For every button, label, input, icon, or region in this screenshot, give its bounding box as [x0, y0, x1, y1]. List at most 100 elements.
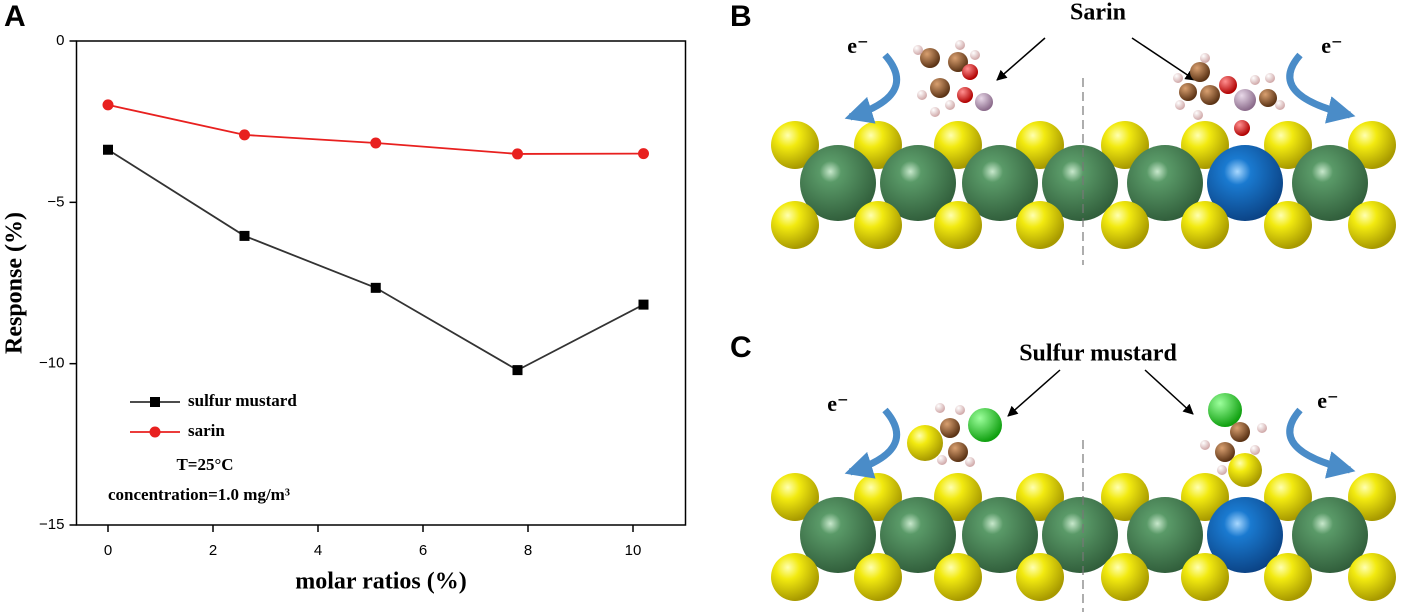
- legend-marker: [150, 397, 160, 407]
- plot-frame: [75, 40, 687, 526]
- chart-a: A 0 2 4 6 8 10 0 −5 −10 −15 molar ratios (%) Respons…: [2, 0, 687, 595]
- electron-arrow: [1286, 407, 1356, 479]
- pointer-arrow: [1131, 37, 1196, 81]
- x-tick-label: 10: [625, 542, 642, 559]
- atom: [945, 100, 955, 110]
- atom: [1207, 145, 1283, 221]
- atom: [800, 497, 876, 573]
- atom: [1292, 497, 1368, 573]
- atom: [1208, 393, 1242, 427]
- atom: [975, 93, 993, 111]
- atom: [948, 52, 968, 72]
- annotation: T=25°C: [176, 455, 233, 474]
- diagrams: B Sarin e⁻ e⁻ C Sulfur mustard e⁻ e⁻: [730, 0, 1396, 612]
- atom: [970, 50, 980, 60]
- atom: [1101, 121, 1149, 169]
- atom: [1348, 201, 1396, 249]
- atom: [1228, 453, 1262, 487]
- pointer-arrow: [1144, 369, 1194, 415]
- atom: [968, 408, 1002, 442]
- atom: [920, 48, 940, 68]
- atom: [1042, 145, 1118, 221]
- atom: [937, 455, 947, 465]
- atom: [962, 64, 978, 80]
- marker: [370, 137, 382, 149]
- atom: [1264, 473, 1312, 521]
- atom: [771, 473, 819, 521]
- atom: [1264, 553, 1312, 601]
- atom: [771, 201, 819, 249]
- atom: [1175, 100, 1185, 110]
- x-tick-label: 0: [104, 542, 112, 559]
- x-tick-label: 6: [419, 542, 427, 559]
- atom: [1348, 121, 1396, 169]
- legend-marker: [149, 426, 161, 438]
- atom: [1179, 83, 1197, 101]
- x-axis-label: molar ratios (%): [295, 569, 467, 595]
- atom: [1264, 121, 1312, 169]
- atom: [1016, 121, 1064, 169]
- atom: [1181, 201, 1229, 249]
- atom: [955, 405, 965, 415]
- panel-label: B: [730, 0, 752, 33]
- diagram-title: Sulfur mustard: [1019, 341, 1177, 367]
- atom: [934, 553, 982, 601]
- atom: [1101, 473, 1149, 521]
- atom: [800, 145, 876, 221]
- atom: [1181, 473, 1229, 521]
- marker: [239, 230, 250, 241]
- series-line: [107, 148, 644, 372]
- atom: [1127, 497, 1203, 573]
- atom: [1181, 553, 1229, 601]
- y-tick-label: −5: [47, 193, 64, 210]
- atom: [854, 121, 902, 169]
- y-tick-label: −10: [39, 355, 64, 372]
- atom: [935, 403, 945, 413]
- atom: [1257, 423, 1267, 433]
- atom: [1200, 85, 1220, 105]
- atom: [1265, 73, 1275, 83]
- marker: [239, 129, 250, 141]
- x-tick-label: 4: [314, 542, 322, 559]
- atom: [880, 497, 956, 573]
- panel-label: C: [730, 331, 752, 364]
- atom: [1042, 497, 1118, 573]
- atom: [934, 473, 982, 521]
- atom: [1190, 62, 1210, 82]
- atom: [1250, 445, 1260, 455]
- atom: [940, 418, 960, 438]
- marker: [512, 365, 523, 376]
- electron-arrow: [1286, 52, 1356, 124]
- atom: [948, 442, 968, 462]
- atom: [1215, 442, 1235, 462]
- atom: [1217, 465, 1227, 475]
- atom: [1234, 120, 1250, 136]
- electron-arrow: [844, 407, 901, 479]
- pointer-arrow: [996, 37, 1046, 81]
- electron-label: e⁻: [1321, 33, 1342, 58]
- electron-arrow: [844, 52, 901, 124]
- atom: [1219, 76, 1237, 94]
- annotation: concentration=1.0 mg/m³: [108, 485, 290, 504]
- atom: [1250, 75, 1260, 85]
- marker: [512, 148, 523, 160]
- atom: [880, 145, 956, 221]
- atom: [771, 553, 819, 601]
- atom: [1207, 497, 1283, 573]
- atom: [1259, 89, 1277, 107]
- atom: [854, 553, 902, 601]
- atom: [962, 145, 1038, 221]
- atom: [913, 45, 923, 55]
- atom: [907, 425, 943, 461]
- electron-label: e⁻: [847, 33, 868, 58]
- atom: [771, 121, 819, 169]
- atom: [917, 90, 927, 100]
- x-tick-label: 2: [209, 542, 217, 559]
- marker: [103, 144, 113, 155]
- y-tick-label: −15: [39, 516, 64, 533]
- electron-label: e⁻: [1317, 388, 1338, 413]
- electron-label: e⁻: [827, 391, 848, 416]
- pointer-arrow: [1007, 369, 1061, 417]
- atom: [1016, 473, 1064, 521]
